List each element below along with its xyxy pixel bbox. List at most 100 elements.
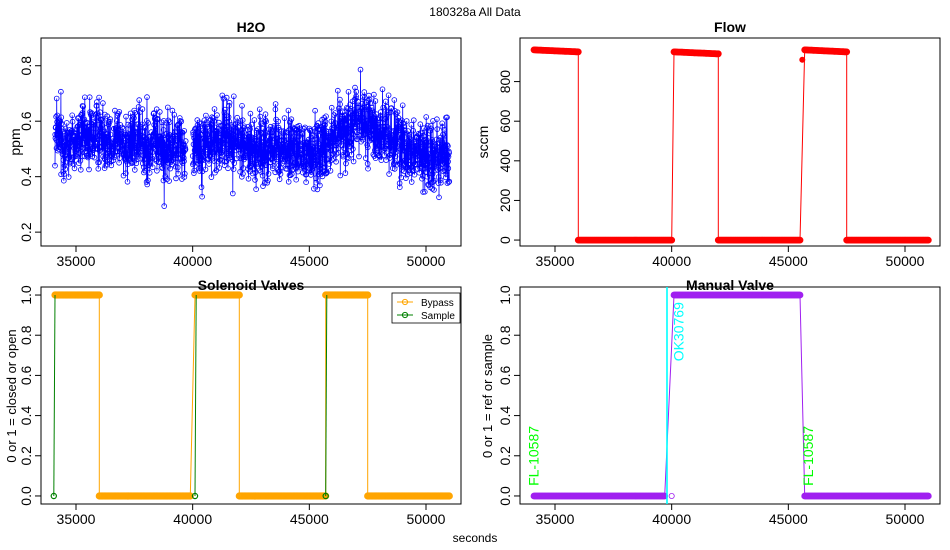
data-point: [135, 150, 142, 156]
data-point: [263, 150, 270, 156]
data-point: [247, 110, 254, 117]
y-axis: 0 200 400 600 800: [497, 70, 520, 244]
data-point: [714, 50, 722, 58]
data-point: [416, 150, 422, 157]
y-tick-label: 0.8: [18, 325, 34, 345]
data-point: [361, 89, 368, 95]
data-point: [154, 115, 161, 122]
data-point: [226, 99, 233, 106]
data-point: [103, 153, 109, 160]
data-point: [376, 115, 383, 121]
data-point: [441, 127, 447, 133]
data-point: [259, 139, 266, 145]
data-point: [318, 142, 324, 148]
data-point: [207, 152, 214, 159]
data-point: [401, 127, 408, 134]
data-point: [403, 175, 409, 181]
data-point: [174, 164, 181, 171]
data-point: [223, 158, 230, 165]
data-point: [263, 162, 269, 169]
data-point: [386, 133, 393, 139]
data-point: [296, 122, 303, 129]
data-point: [278, 137, 285, 144]
data-point: [152, 130, 159, 136]
data-point: [306, 140, 312, 146]
data-point: [304, 154, 311, 160]
data-point: [92, 146, 98, 152]
data-point: [388, 150, 395, 156]
data-point: [238, 133, 245, 139]
data-point: [128, 137, 134, 144]
data-point: [230, 190, 236, 197]
figure-xlabel: seconds: [453, 531, 498, 545]
data-point: [303, 179, 309, 186]
data-point: [249, 170, 256, 177]
x-axis: 35000 40000 45000 50000: [536, 246, 925, 269]
data-point: [222, 106, 228, 113]
data-point: [343, 105, 350, 111]
data-point: [321, 164, 328, 171]
data-point: [336, 105, 342, 112]
data-point: [93, 114, 99, 120]
data-point: [86, 145, 93, 152]
y-tick-label: 0.4: [18, 167, 34, 187]
data-point: [286, 149, 293, 156]
data-point: [312, 107, 318, 114]
data-point: [283, 153, 289, 160]
data-point: [442, 174, 449, 181]
data-point: [193, 125, 200, 131]
data-point: [245, 176, 252, 182]
data-point: [110, 157, 117, 164]
data-point: [424, 173, 431, 180]
data-point: [104, 131, 110, 137]
data-point: [796, 236, 804, 244]
data-point: [431, 167, 438, 174]
data-point: [177, 115, 183, 121]
data-point: [362, 104, 368, 111]
data-point: [424, 142, 431, 149]
data-point: [106, 121, 112, 128]
data-point: [228, 154, 235, 160]
legend-box: [391, 292, 461, 324]
sample-line: [325, 294, 328, 497]
data-point: [370, 135, 376, 142]
data-point: [403, 156, 410, 163]
data-point: [322, 122, 328, 128]
data-point: [267, 123, 274, 130]
data-point: [104, 113, 111, 119]
data-point: [334, 87, 341, 94]
data-point: [314, 186, 321, 193]
data-point: [333, 159, 339, 165]
bypass-point: [364, 291, 372, 299]
data-point: [162, 137, 168, 143]
data-point: [289, 141, 296, 148]
y-axis-label: ppm: [7, 128, 23, 155]
data-point: [157, 109, 163, 115]
data-point: [337, 101, 343, 108]
x-tick-label: 45000: [769, 511, 808, 527]
data-point: [200, 121, 207, 127]
data-point: [231, 93, 237, 100]
data-point: [281, 115, 288, 121]
data-point: [272, 106, 279, 113]
data-point: [145, 120, 151, 126]
data-point: [424, 122, 431, 129]
data-point: [298, 154, 305, 161]
x-tick-label: 45000: [769, 253, 808, 269]
data-point: [343, 160, 349, 167]
data-point: [345, 155, 352, 162]
data-point: [315, 132, 322, 139]
data-point: [256, 106, 263, 113]
data-point: [191, 167, 198, 174]
y-tick-label: 200: [497, 189, 513, 213]
data-point: [234, 155, 240, 162]
data-point: [226, 119, 233, 125]
data-point: [446, 150, 452, 156]
data-point: [181, 174, 188, 180]
data-point: [123, 113, 129, 120]
data-point: [144, 94, 150, 100]
data-layer: [50, 291, 453, 500]
data-point: [280, 136, 287, 142]
data-point: [364, 128, 370, 135]
data-point: [445, 165, 452, 172]
